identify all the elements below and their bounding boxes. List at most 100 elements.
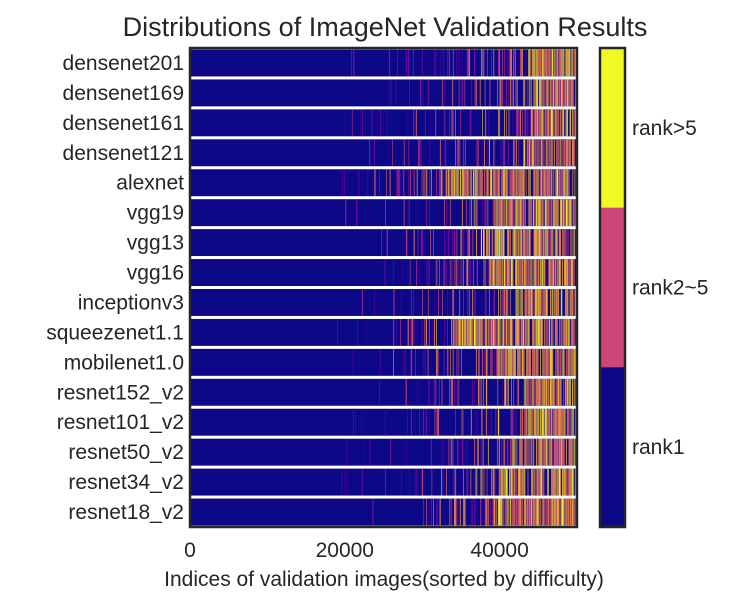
y-tick-label-mobilenet1.0: mobilenet1.0 <box>64 351 184 374</box>
error-stripe <box>553 289 555 316</box>
error-stripe <box>353 49 355 77</box>
error-stripe <box>533 79 534 107</box>
error-stripe <box>515 229 516 257</box>
error-stripe <box>450 289 452 316</box>
error-stripe <box>390 438 391 466</box>
error-stripe <box>524 468 526 496</box>
error-stripe <box>435 169 437 197</box>
error-stripe <box>548 348 549 376</box>
error-stripe <box>420 259 421 286</box>
error-stripe <box>569 109 571 137</box>
error-stripe <box>556 229 557 257</box>
error-stripe <box>547 79 548 107</box>
error-stripe <box>453 289 455 316</box>
error-stripe <box>511 408 512 436</box>
error-stripe <box>429 169 430 197</box>
error-stripe <box>534 169 536 197</box>
error-stripe <box>529 348 531 376</box>
error-stripe <box>529 438 531 466</box>
error-stripe <box>541 438 543 466</box>
error-stripe <box>426 259 428 286</box>
error-stripe <box>569 139 571 167</box>
error-stripe <box>494 139 496 167</box>
error-stripe <box>523 199 525 227</box>
error-stripe <box>535 229 537 257</box>
error-stripe <box>520 289 522 316</box>
error-stripe <box>413 169 415 197</box>
error-stripe <box>501 378 503 406</box>
error-stripe <box>537 49 538 77</box>
error-stripe <box>536 79 538 107</box>
row-background <box>190 139 577 167</box>
error-stripe <box>464 169 465 197</box>
error-stripe <box>551 49 553 77</box>
error-stripe <box>472 318 474 346</box>
error-stripe <box>487 348 489 376</box>
error-stripe <box>559 348 561 376</box>
error-stripe <box>540 199 542 227</box>
error-stripe <box>560 468 561 496</box>
error-stripe <box>548 49 550 77</box>
error-stripe <box>564 199 566 227</box>
error-stripe <box>558 348 560 376</box>
error-stripe <box>509 468 511 496</box>
error-stripe <box>486 378 488 406</box>
error-stripe <box>470 169 472 197</box>
error-stripe <box>488 109 489 137</box>
error-stripe <box>508 348 510 376</box>
error-stripe <box>519 318 520 346</box>
error-stripe <box>554 408 555 436</box>
error-stripe <box>506 438 508 466</box>
error-stripe <box>546 169 547 197</box>
error-stripe <box>540 289 542 316</box>
error-stripe <box>549 408 551 436</box>
error-stripe <box>564 109 566 137</box>
error-stripe <box>540 318 542 346</box>
error-stripe <box>563 169 564 197</box>
error-stripe <box>551 378 553 406</box>
error-stripe <box>504 109 505 137</box>
error-stripe <box>515 289 516 316</box>
error-stripe <box>511 169 513 197</box>
error-stripe <box>525 169 527 197</box>
error-stripe <box>425 109 426 137</box>
error-stripe <box>558 169 559 197</box>
error-stripe <box>567 259 568 286</box>
error-stripe <box>525 229 526 257</box>
error-stripe <box>529 408 531 436</box>
error-stripe <box>546 169 548 197</box>
error-stripe <box>556 199 557 227</box>
error-stripe <box>561 169 562 197</box>
error-stripe <box>568 408 570 436</box>
error-stripe <box>531 498 532 526</box>
error-stripe <box>563 348 564 376</box>
error-stripe <box>521 259 523 286</box>
error-stripe <box>545 259 547 286</box>
error-stripe <box>415 348 416 376</box>
error-stripe <box>547 199 549 227</box>
error-stripe <box>574 139 576 167</box>
error-stripe <box>513 378 515 406</box>
error-stripe <box>517 378 519 406</box>
error-stripe <box>511 259 513 286</box>
error-stripe <box>557 408 558 436</box>
error-stripe <box>495 199 496 227</box>
error-stripe <box>476 139 478 167</box>
error-stripe <box>529 378 531 406</box>
error-stripe <box>516 318 518 346</box>
error-stripe <box>574 378 575 406</box>
error-stripe <box>456 498 458 526</box>
error-stripe <box>550 289 552 316</box>
error-stripe <box>425 169 426 197</box>
error-stripe <box>559 79 560 107</box>
error-stripe <box>557 169 558 197</box>
error-stripe <box>434 408 436 436</box>
error-stripe <box>481 169 483 197</box>
error-stripe <box>491 229 493 257</box>
error-stripe <box>416 259 417 286</box>
error-stripe <box>391 79 393 107</box>
error-stripe <box>569 199 571 227</box>
error-stripe <box>452 169 454 197</box>
error-stripe <box>559 498 560 526</box>
error-stripe <box>535 139 537 167</box>
